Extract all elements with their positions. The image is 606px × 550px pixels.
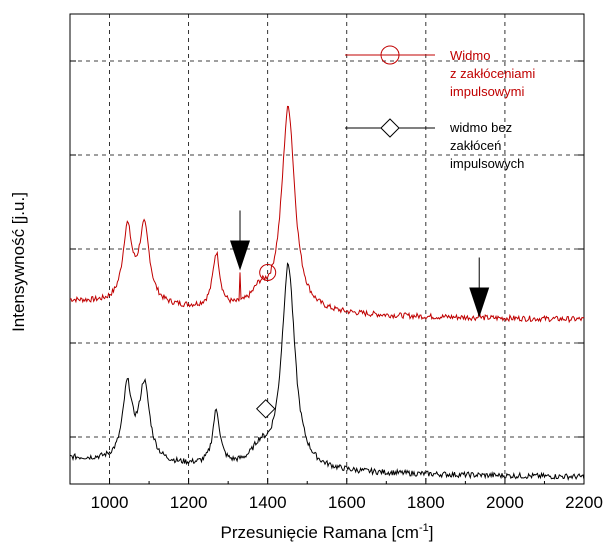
x-tick-label: 1000 <box>91 493 129 512</box>
x-tick-label: 2200 <box>565 493 603 512</box>
legend-label-clean-3: impulsowych <box>450 156 524 171</box>
legend-label-clean-1: widmo bez <box>449 120 512 135</box>
series-line-0 <box>69 105 585 324</box>
arrow-head-1 <box>469 287 490 318</box>
legend-circle-marker <box>380 45 400 65</box>
legend: Widmo z zakłóceniami impulsowymi widmo b… <box>345 45 535 171</box>
arrow-head-0 <box>230 240 251 271</box>
y-axis-title: Intensywność [j.u.] <box>9 192 28 332</box>
x-tick-label: 1400 <box>249 493 287 512</box>
series-diamond-marker <box>256 399 276 419</box>
grid-lines <box>70 14 584 484</box>
y-ticks <box>70 60 584 438</box>
series-markers <box>256 264 277 419</box>
legend-diamond-marker <box>380 118 400 138</box>
legend-label-noisy-1: Widmo <box>450 48 490 63</box>
x-ticks: 1000 1200 1400 1600 1800 2000 2200 <box>91 478 603 512</box>
series-line-1 <box>69 262 585 481</box>
legend-label-noisy-2: z zakłóceniami <box>450 66 535 81</box>
x-tick-label: 1800 <box>407 493 445 512</box>
x-tick-label: 1600 <box>328 493 366 512</box>
spike-arrows <box>230 210 490 318</box>
x-axis-title: Przesunięcie Ramana [cm-1] <box>221 522 434 542</box>
spectrum-series <box>69 105 585 481</box>
legend-label-clean-2: zakłóceń <box>450 138 501 153</box>
x-tick-label: 2000 <box>486 493 524 512</box>
x-tick-label: 1200 <box>170 493 208 512</box>
legend-label-noisy-3: impulsowymi <box>450 84 525 99</box>
series-circle-marker <box>259 264 277 281</box>
